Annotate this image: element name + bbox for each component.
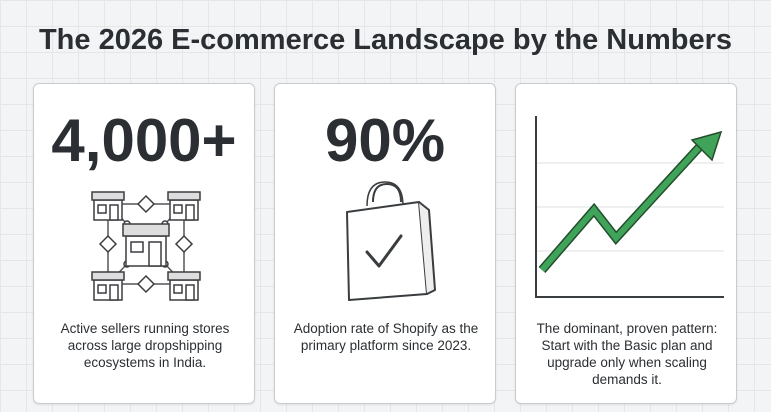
stat-card: 4,000+ Active sellers running stores [33, 83, 255, 404]
shopping-bag-icon [346, 181, 436, 301]
stat-description: The dominant, proven pattern: Start with… [536, 321, 718, 387]
stat-description: Active sellers running stores across lar… [60, 321, 230, 370]
stat-value: 4,000+ [51, 107, 237, 174]
stat-card: 90% Adoption rate of Shopify as the prim… [274, 83, 496, 404]
stat-description: Adoption rate of Shopify as the primary … [293, 321, 479, 353]
stat-value: 90% [324, 107, 446, 174]
store-network-icon [91, 191, 201, 301]
growth-chart-icon [535, 116, 724, 298]
stat-card: The dominant, proven pattern: Start with… [515, 83, 737, 404]
page-title: The 2026 E-commerce Landscape by the Num… [38, 24, 733, 56]
